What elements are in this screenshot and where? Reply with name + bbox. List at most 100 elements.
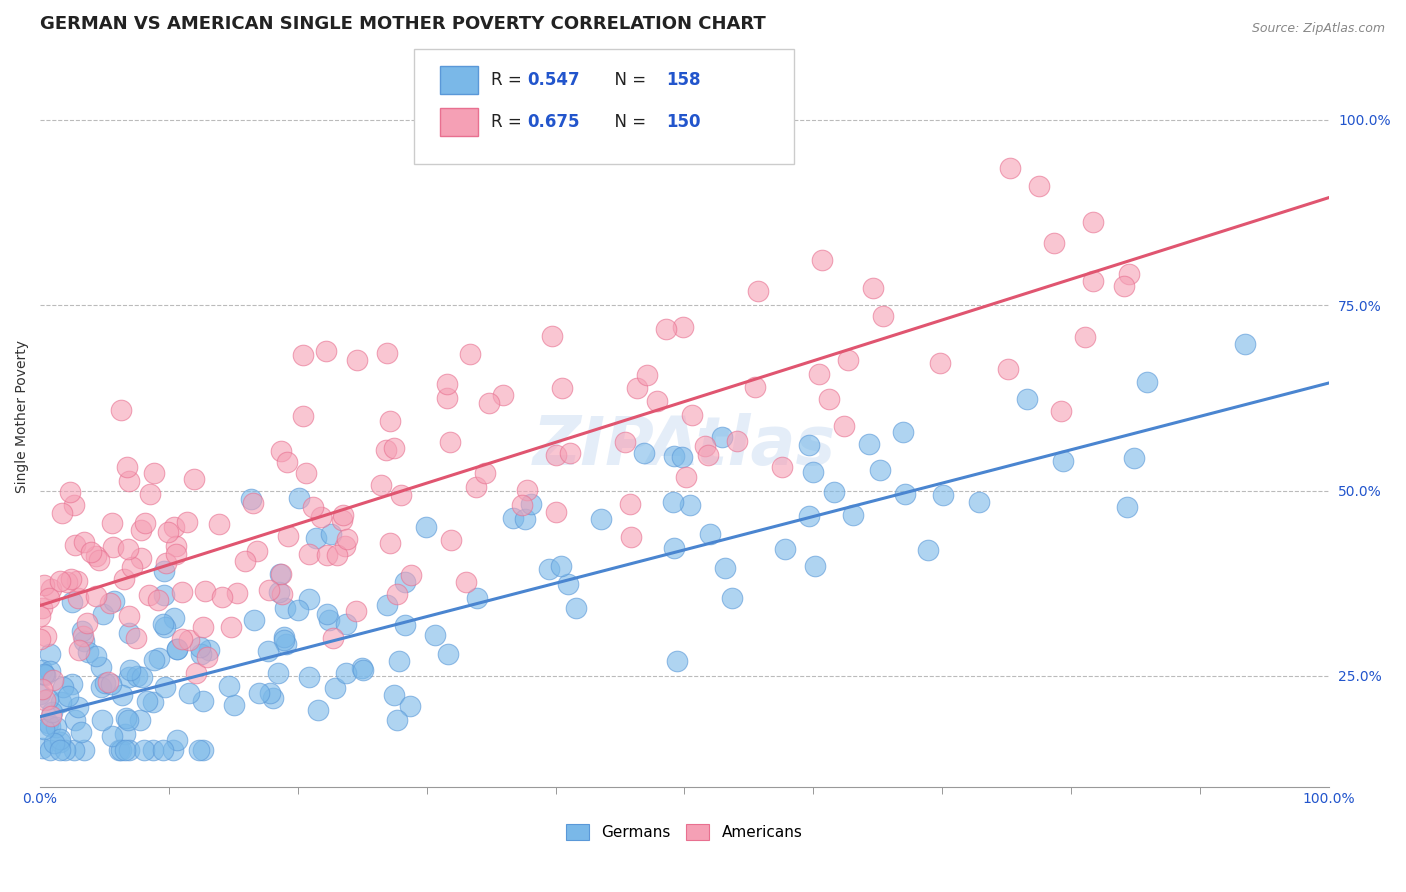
Point <box>87 553 110 567</box>
Point <box>67 591 90 605</box>
Point <box>394 575 416 590</box>
Point <box>620 530 643 544</box>
Point <box>166 733 188 747</box>
Point <box>502 510 524 524</box>
Point <box>62 498 84 512</box>
Point <box>315 343 337 358</box>
Point <box>271 587 294 601</box>
Point <box>1000 161 1022 176</box>
Point <box>134 743 156 757</box>
Point <box>636 368 658 383</box>
FancyBboxPatch shape <box>440 66 478 94</box>
Point <box>259 686 281 700</box>
Point <box>59 485 82 500</box>
Point <box>42 736 65 750</box>
Point <box>246 544 269 558</box>
Point <box>837 352 859 367</box>
Point <box>129 523 152 537</box>
Point <box>86 648 108 663</box>
Point <box>276 455 298 469</box>
Point <box>121 560 143 574</box>
Point <box>378 535 401 549</box>
Point <box>273 633 295 648</box>
Point <box>725 434 748 448</box>
Point <box>90 660 112 674</box>
Point <box>1049 404 1071 418</box>
Point <box>671 450 693 464</box>
Point <box>834 418 856 433</box>
Point <box>375 599 398 613</box>
Point <box>302 500 325 515</box>
Point <box>195 650 218 665</box>
Point <box>425 628 447 642</box>
Point <box>243 613 266 627</box>
Point <box>305 531 328 545</box>
Point <box>747 285 769 299</box>
Point <box>110 743 132 757</box>
Point <box>117 609 139 624</box>
Point <box>645 393 668 408</box>
Text: GERMAN VS AMERICAN SINGLE MOTHER POVERTY CORRELATION CHART: GERMAN VS AMERICAN SINGLE MOTHER POVERTY… <box>41 15 766 33</box>
Point <box>387 586 409 600</box>
Point <box>316 607 339 622</box>
Point <box>564 601 586 615</box>
Point <box>142 695 165 709</box>
Point <box>66 574 89 588</box>
Point <box>53 743 76 757</box>
Point <box>233 554 256 568</box>
Point <box>415 520 437 534</box>
Point <box>270 444 292 458</box>
Point <box>39 582 62 597</box>
Point <box>101 540 124 554</box>
Point <box>298 591 321 606</box>
Point <box>817 392 839 407</box>
Point <box>374 442 396 457</box>
Point <box>163 611 186 625</box>
Point <box>1043 235 1066 250</box>
Point <box>41 706 63 720</box>
Point <box>464 480 486 494</box>
Point <box>804 558 827 573</box>
Point <box>117 626 139 640</box>
Point <box>664 541 686 556</box>
Point <box>872 310 894 324</box>
Point <box>287 603 309 617</box>
Point <box>1115 500 1137 515</box>
Point <box>84 589 107 603</box>
Point <box>557 576 579 591</box>
Point <box>544 448 567 462</box>
Point <box>90 713 112 727</box>
Point <box>115 459 138 474</box>
Point <box>274 600 297 615</box>
Point <box>662 495 685 509</box>
Point <box>619 497 641 511</box>
Point <box>323 681 346 695</box>
Point <box>59 572 82 586</box>
Point <box>136 694 159 708</box>
Point <box>39 648 62 662</box>
Point <box>242 496 264 510</box>
Point <box>163 520 186 534</box>
Point <box>114 743 136 757</box>
Point <box>49 574 72 589</box>
Point <box>891 425 914 439</box>
Point <box>103 594 125 608</box>
Point <box>49 695 72 709</box>
Point <box>679 498 702 512</box>
Point <box>292 348 315 362</box>
Point <box>166 642 188 657</box>
Text: R =: R = <box>491 113 527 131</box>
Point <box>399 567 422 582</box>
Point <box>492 387 515 401</box>
Point <box>437 647 460 661</box>
Point <box>124 632 146 646</box>
Point <box>513 512 536 526</box>
Point <box>298 547 321 561</box>
Point <box>336 532 359 546</box>
Point <box>108 743 131 757</box>
Point <box>389 488 412 502</box>
Point <box>39 719 62 733</box>
Point <box>454 575 477 590</box>
Point <box>370 477 392 491</box>
Point <box>675 469 697 483</box>
